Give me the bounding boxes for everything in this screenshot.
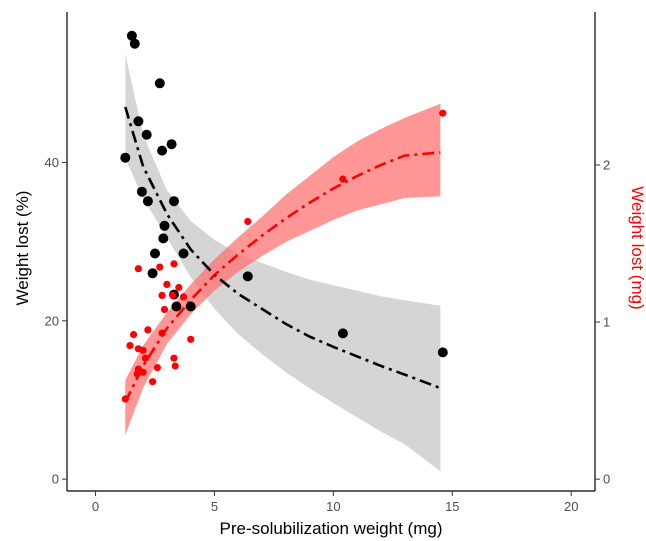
x-tick-label: 10 <box>326 499 340 514</box>
data-point-mg <box>163 280 171 288</box>
left-y-tick-label: 40 <box>45 155 59 170</box>
data-point-percent <box>150 248 160 259</box>
data-point-mg <box>134 265 142 273</box>
data-point-percent <box>178 248 189 259</box>
right-y-tick-label: 1 <box>603 315 610 330</box>
data-point-percent <box>147 268 158 279</box>
data-point-mg <box>121 395 129 403</box>
data-point-mg <box>133 370 141 378</box>
data-point-mg <box>170 260 178 268</box>
data-point-percent <box>158 233 169 244</box>
data-point-percent <box>171 301 182 312</box>
data-point-percent <box>166 139 177 150</box>
data-point-mg <box>339 175 347 183</box>
data-point-percent <box>142 196 153 207</box>
data-point-percent <box>136 186 147 197</box>
left-y-axis-title: Weight lost (%) <box>13 191 32 306</box>
data-point-percent <box>154 78 165 89</box>
data-point-mg <box>169 291 177 299</box>
data-point-mg <box>158 329 166 337</box>
data-point-percent <box>159 220 170 231</box>
axes: 0 5 10 15 20 0 20 40 0 1 2 <box>45 12 610 514</box>
data-point-mg <box>139 346 147 354</box>
data-point-mg <box>179 293 188 301</box>
confidence-bands <box>125 54 441 472</box>
right-y-tick-label: 2 <box>603 157 610 172</box>
x-axis-title: Pre-solubilization weight (mg) <box>220 519 443 538</box>
confidence-band-mg <box>125 103 441 436</box>
left-y-tick-label: 0 <box>52 472 59 487</box>
x-tick-label: 0 <box>92 499 99 514</box>
data-points <box>120 30 448 403</box>
data-point-percent <box>337 328 348 339</box>
data-point-percent <box>157 145 168 156</box>
data-point-percent <box>126 30 137 41</box>
data-point-mg <box>160 305 169 314</box>
x-tick-label: 20 <box>564 499 578 514</box>
data-point-percent <box>185 301 196 312</box>
data-point-percent <box>437 347 448 358</box>
confidence-band-percent <box>125 54 441 472</box>
data-point-percent <box>129 38 140 49</box>
data-point-mg <box>170 354 178 362</box>
data-point-mg <box>149 378 157 386</box>
data-point-mg <box>244 217 252 226</box>
data-point-mg <box>141 354 150 362</box>
fit-line-percent <box>124 106 441 390</box>
data-point-mg <box>130 331 138 339</box>
data-point-mg <box>175 283 183 292</box>
right-y-axis-title: Weight lost (mg) <box>628 186 646 309</box>
data-point-mg <box>139 368 147 376</box>
data-point-mg <box>156 263 164 271</box>
fit-line-mg <box>124 151 441 403</box>
data-point-percent <box>242 271 253 282</box>
data-point-mg <box>187 335 195 343</box>
data-point-mg <box>171 362 179 370</box>
data-point-percent <box>120 152 131 163</box>
data-point-mg <box>439 109 447 117</box>
data-point-percent <box>133 116 144 127</box>
x-tick-label: 5 <box>211 499 218 514</box>
fit-lines <box>124 106 441 403</box>
x-tick-label: 15 <box>445 499 459 514</box>
right-y-tick-label: 0 <box>603 472 610 487</box>
data-point-mg <box>144 326 152 334</box>
data-point-percent <box>141 129 152 140</box>
data-point-percent <box>169 196 179 207</box>
data-point-mg <box>153 364 161 372</box>
data-point-mg <box>126 342 134 350</box>
left-y-tick-label: 20 <box>45 313 59 328</box>
data-point-mg <box>158 291 166 299</box>
